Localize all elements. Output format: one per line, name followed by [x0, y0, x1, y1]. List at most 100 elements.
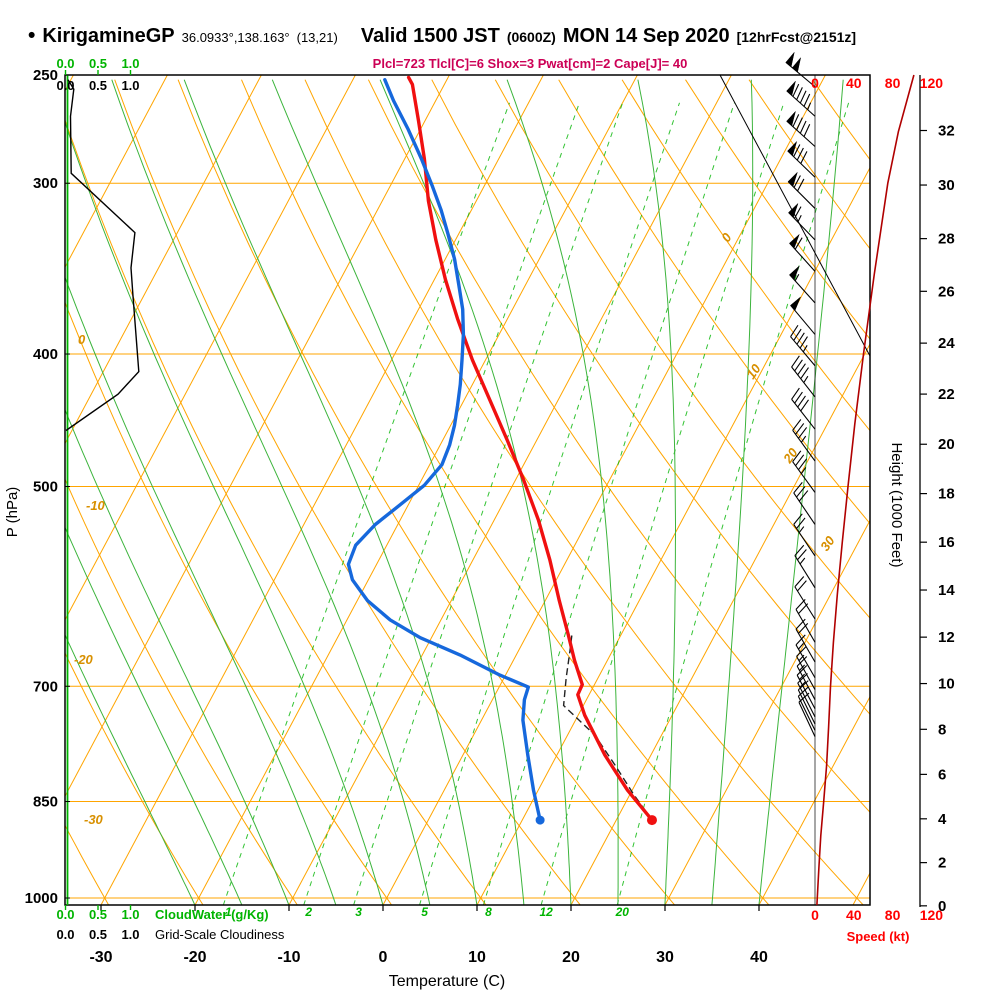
dry-adiabat-line: [65, 478, 298, 905]
wind-barb: [797, 680, 816, 725]
dry-adiabat-line: [494, 79, 870, 619]
wind-barb: [795, 634, 816, 678]
moist-adiabat-line: [379, 79, 572, 905]
moist-adiabat-line: [65, 633, 196, 905]
pressure-tick-label: 250: [33, 67, 58, 84]
valid-utc: (0600Z): [506, 29, 556, 45]
cloudwater-curve: [65, 79, 140, 432]
moist-adiabat-line: [65, 120, 384, 905]
cloudiness-scale-bottom-label: 0.0: [56, 927, 74, 942]
mixing-ratio-label: 3: [355, 905, 362, 919]
height-tick-label: 26: [938, 283, 955, 300]
cloudwater-scale-bottom-label: 0.0: [56, 907, 74, 922]
wind-barbs: [785, 52, 816, 737]
wind-barb: [787, 141, 816, 178]
profiles: [65, 75, 657, 826]
moist-adiabat-line: [711, 79, 754, 905]
cloudwater-scale-top-label: 1.0: [121, 56, 139, 71]
speed-tick-label-top: 40: [846, 75, 862, 91]
wind-barb: [790, 324, 816, 367]
pressure-tick-label: 400: [33, 346, 58, 363]
dry-adiabat-line: [177, 79, 676, 905]
wind-barb: [786, 81, 816, 117]
height-tick-label: 20: [938, 436, 955, 453]
cloudiness-scale-top-label: 1.0: [121, 78, 139, 93]
wind-barb: [796, 646, 816, 690]
station-name: KirigamineGP: [42, 25, 175, 47]
temperature-axis-title: Temperature (C): [389, 973, 505, 990]
temperature-tick-label: -20: [183, 949, 206, 966]
wind-barb: [794, 544, 816, 589]
temperature-tick-label: 20: [562, 949, 580, 966]
mixing-ratio-line: [303, 102, 580, 905]
temperature-tick-label: 0: [379, 949, 388, 966]
speed-tick-label-top: 120: [920, 75, 944, 91]
moist-adiabat-line: [758, 79, 844, 905]
pressure-tick-label: 300: [33, 175, 58, 192]
adiabat-label: 0: [78, 332, 86, 347]
moist-adiabat-line: [65, 408, 290, 905]
mixing-ratio-line: [540, 102, 785, 905]
mixing-ratio-label: 20: [615, 905, 630, 919]
cloudiness-scale-top-label: 0.0: [56, 78, 74, 93]
mixing-ratio-label: 8: [485, 905, 492, 919]
wind-barb: [791, 387, 816, 430]
height-tick-label: 4: [938, 811, 947, 828]
wind-barb: [793, 513, 816, 557]
wind-barb: [785, 52, 816, 88]
height-tick-label: 32: [938, 123, 955, 140]
valid-date: MON 14 Sep 2020: [562, 25, 730, 47]
dry-adiabat-line: [748, 79, 870, 250]
pressure-tick-label: 700: [33, 678, 58, 695]
wind-barb: [795, 599, 816, 643]
wind-barb: [795, 618, 816, 663]
parcel-path-curve: [562, 633, 653, 821]
pressure-tick-label: 850: [33, 794, 58, 811]
moist-adiabat-line: [111, 79, 431, 905]
station-bullet-icon: •: [28, 24, 36, 47]
isotherm-line: [65, 75, 356, 621]
cloudiness-scale-bottom-label: 1.0: [121, 927, 139, 942]
isotherm-line: [758, 695, 870, 905]
dry-adiabat-line: [811, 79, 870, 161]
isotherm-line: [852, 872, 870, 905]
surface-dewpoint-dot: [535, 815, 545, 825]
dry-adiabat-line: [431, 79, 870, 716]
mixing-ratio-label: 5: [421, 905, 428, 919]
height-tick-label: 24: [938, 335, 955, 352]
wind-barb: [793, 482, 816, 525]
speed-tick-label-bottom: 0: [811, 907, 819, 923]
sounding-parameters: Plcl=723 Tlcl[C]=6 Shox=3 Pwat[cm]=2 Cap…: [372, 56, 688, 71]
speed-tick-label-bottom: 120: [920, 907, 944, 923]
wind-barb: [797, 686, 816, 731]
pressure-tick-label: 1000: [25, 890, 58, 907]
wind-barb: [798, 692, 816, 737]
moist-adiabat-line: [65, 276, 337, 905]
valid-time: Valid 1500 JST: [360, 25, 500, 47]
wind-barb: [792, 419, 816, 462]
isotherm-line: [570, 342, 870, 905]
isotherm-label: 0: [718, 230, 735, 245]
temperature-tick-label: 40: [750, 949, 768, 966]
dry-adiabat-line: [241, 79, 770, 905]
isotherm-line: [476, 166, 870, 905]
adiabat-label: -30: [84, 812, 104, 827]
isotherm-line: [65, 75, 168, 269]
height-tick-label: 14: [938, 582, 955, 599]
station-gridpoint: (13,21): [296, 30, 338, 45]
cloudwater-scale-top-label: 0.5: [89, 56, 107, 71]
adiabat-label: -20: [74, 652, 94, 667]
cloudwater-scale-bottom-label: 1.0: [121, 907, 139, 922]
height-tick-label: 10: [938, 676, 955, 693]
height-axis-title: Height (1000 Feet): [888, 442, 905, 567]
isotherm-label: 10: [743, 361, 764, 382]
temperature-tick-label: -30: [89, 949, 112, 966]
temperature-tick-label: 30: [656, 949, 674, 966]
dry-adiabat-line: [558, 79, 870, 525]
wind-barb: [794, 576, 816, 620]
dewpoint-curve: [346, 78, 542, 822]
height-tick-label: 2: [938, 855, 946, 872]
wind-barb: [797, 673, 816, 718]
wind-barb: [787, 172, 816, 209]
wind-speed-curve: [816, 74, 915, 906]
